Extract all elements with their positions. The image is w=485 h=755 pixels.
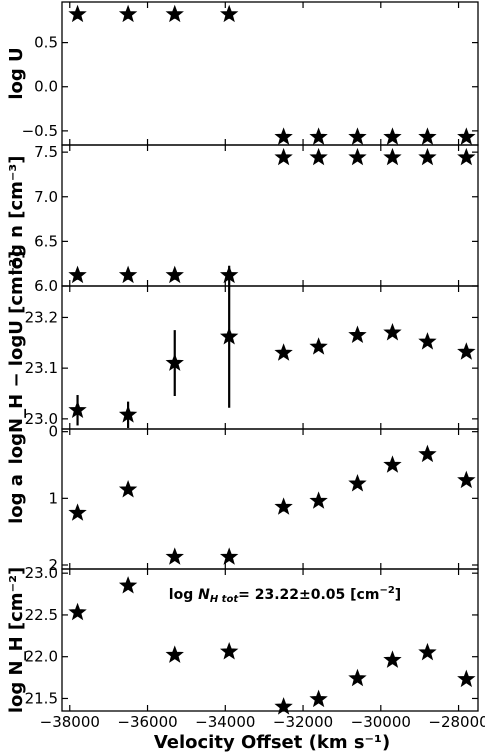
data-point-star [165,645,184,663]
data-point-star [383,650,402,668]
data-point-star [68,4,87,23]
y-tick-label: 23.1 [25,359,58,377]
y-tick-label: 23.2 [25,308,58,326]
x-tick-label: −28000 [428,713,485,731]
y-tick-label: 0 [48,423,58,441]
data-point-star [118,4,138,23]
data-point-star [68,265,87,284]
panel-4: 0 1 2 log a [6,423,479,574]
y-tick-label: 21.5 [25,689,58,707]
y-tick-label: 22.5 [25,606,58,624]
data-point-star [68,503,87,521]
data-point-star [309,689,328,708]
data-point-star [418,642,437,661]
data-point-star [118,405,138,423]
data-point-star [309,127,328,145]
panel-2: 7.5 7.0 6.5 6.0 log n [cm⁻³] [6,143,479,295]
x-tick-label: −38000 [40,713,100,731]
panel-frame [61,144,479,287]
data-point-star [68,400,87,419]
data-point-star [309,491,328,509]
data-point-star [274,147,293,166]
data-point-star [457,342,476,360]
y-tick-label: 0.5 [34,34,58,52]
y-tick-label: 2 [48,556,58,574]
y-axis-label: log N_H [cm⁻²] [6,567,27,713]
data-point-star [309,337,328,355]
data-point-star [274,343,293,361]
y-tick-label: 22.0 [25,648,58,666]
data-point-star [220,4,239,23]
data-point-star [348,147,367,166]
data-point-star [457,127,476,145]
data-point-star [220,547,239,565]
data-point-star [457,669,476,688]
data-point-star [220,642,239,660]
y-axis-label: log a [6,474,27,524]
x-tick-label: −30000 [351,713,411,731]
y-tick-label: 6.0 [34,277,58,295]
panel-frame [61,285,479,430]
data-point-star [383,127,402,145]
data-point-star [165,353,184,371]
x-tick-label: −36000 [117,713,177,731]
data-point-star [457,470,476,489]
y-tick-label: 7.5 [34,143,58,161]
y-tick-label: 23.0 [25,410,58,428]
x-tick-label: −34000 [195,713,255,731]
data-point-star [274,127,293,145]
data-point-star [118,265,138,284]
data-point-star [165,547,184,565]
data-point-star [418,444,437,463]
data-point-star [220,327,239,345]
data-point-star [383,455,402,473]
annotation-text: log NH tot= 23.22±0.05 [cm−2] [169,585,401,605]
y-tick-label: 6.5 [34,232,58,250]
data-point-star [383,323,402,341]
y-tick-label: 0.0 [34,78,58,96]
data-point-star [348,127,367,145]
y-axis-label: log n [cm⁻³] [6,155,27,275]
data-point-star [418,147,437,166]
panel-frame [61,1,479,146]
data-point-star [348,668,367,687]
panel-frame [61,568,479,712]
data-point-star [383,147,402,166]
y-tick-label: 1 [48,489,58,507]
data-point-star [457,147,476,166]
panel-frame [61,428,479,570]
data-point-star [118,576,138,594]
data-point-star [274,697,293,715]
data-point-star [68,602,87,621]
x-tick-label: −32000 [273,713,333,731]
y-axis-label: logN_H − logU [cm⁻²] [6,251,27,465]
y-tick-label: 7.0 [34,188,58,206]
data-point-star [348,474,367,492]
data-point-star [418,332,437,350]
y-tick-label: 23.0 [25,564,58,582]
data-point-star [309,147,328,166]
data-point-star [348,325,367,343]
data-point-star [165,265,184,284]
data-point-star [274,497,293,515]
y-tick-label: −0.5 [22,122,58,140]
data-point-star [165,4,184,23]
x-axis: −38000 −36000 −34000 −32000 −30000 −28000 [40,713,485,731]
y-axis-label: log U [6,47,27,99]
data-point-star [418,127,437,145]
x-axis-label: Velocity Offset (km s⁻¹) [154,732,390,753]
panel-1: 0.5 0.0 −0.5 log U [6,1,479,146]
data-point-star [118,480,138,498]
